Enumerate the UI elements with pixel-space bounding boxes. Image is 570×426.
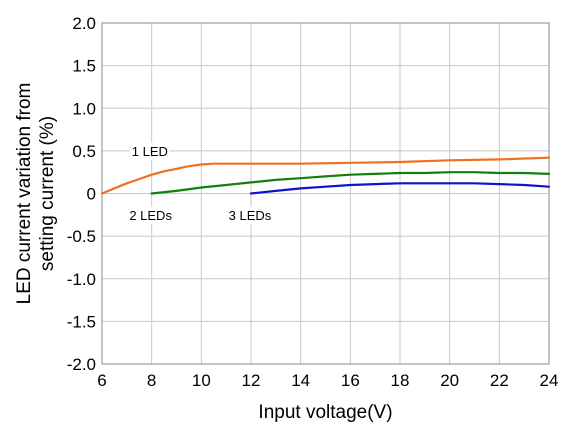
x-axis-label: Input voltage(V) [258, 402, 392, 423]
y-tick-label: 0.5 [72, 142, 96, 161]
x-tick-label: 8 [147, 371, 156, 390]
x-tick-label: 18 [391, 371, 410, 390]
annotation-background [127, 206, 175, 224]
x-tick-label: 14 [291, 371, 310, 390]
y-tick-label: -1.0 [67, 270, 96, 289]
y-axis-label-line-2: setting current (%) [37, 116, 58, 271]
series-group [100, 156, 551, 195]
y-tick-label: 0 [87, 185, 96, 204]
series-line-1 [150, 171, 551, 195]
x-tick-labels: 6 8 10 12 14 16 18 20 22 24 [97, 371, 558, 390]
x-tick-label: 16 [341, 371, 360, 390]
annotation-label: 2 LEDs [129, 208, 172, 223]
y-tick-label: 1.5 [72, 57, 96, 76]
x-tick-label: 6 [97, 371, 106, 390]
x-tick-label: 10 [192, 371, 211, 390]
x-tick-label: 24 [540, 371, 559, 390]
x-tick-label: 20 [440, 371, 459, 390]
annotations: 1 LED 2 LEDs 3 LEDs [127, 142, 274, 224]
y-tick-label: 1.0 [72, 99, 96, 118]
series-line-2 [249, 182, 551, 195]
grid [101, 22, 550, 365]
x-tick-label: 12 [242, 371, 261, 390]
y-tick-label: -2.0 [67, 355, 96, 374]
annotation-label: 1 LED [132, 144, 168, 159]
x-tick-label: 22 [490, 371, 509, 390]
y-tick-label: 2.0 [72, 14, 96, 33]
annotation-label: 3 LEDs [229, 208, 272, 223]
y-axis-label-line-1: LED current variation from [14, 83, 35, 305]
y-tick-label: -1.5 [67, 312, 96, 331]
annotation-background [129, 142, 170, 160]
series-line-0 [100, 156, 551, 195]
y-tick-label: -0.5 [67, 227, 96, 246]
y-tick-labels: 2.0 1.5 1.0 0.5 0 -0.5 -1.0 -1.5 -2.0 [67, 14, 96, 374]
annotation-background [226, 206, 274, 224]
